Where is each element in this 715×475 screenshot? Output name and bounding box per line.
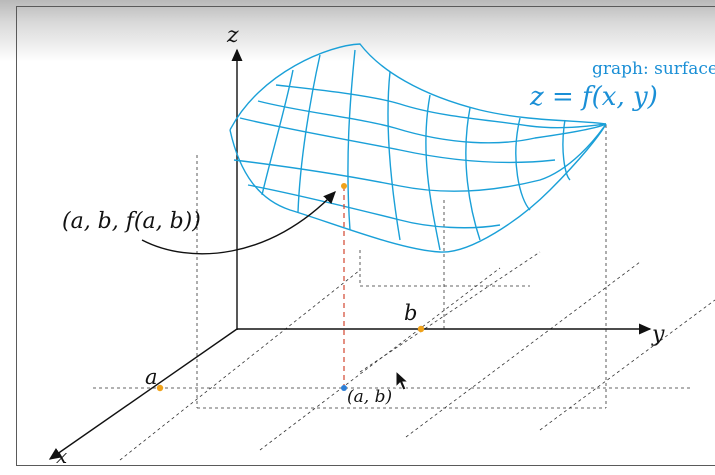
point-ab-label: (a, b) <box>347 387 392 407</box>
axes <box>48 48 652 460</box>
mouse-pointer-icon <box>395 369 410 391</box>
x-axis <box>48 328 238 460</box>
point-a-label: a <box>145 365 158 389</box>
pointer-arrow <box>141 190 336 255</box>
slide-frame <box>16 6 715 466</box>
guide-lines <box>93 125 715 461</box>
surface-point-label: (a, b, f(a, b)) <box>62 209 201 234</box>
y-axis-label: y <box>651 322 665 347</box>
point-b <box>417 325 425 333</box>
equation-label: z = f(x, y) <box>529 82 658 112</box>
surface-mesh <box>229 43 607 253</box>
x-axis-label: x <box>56 444 67 468</box>
graph-caption: graph: surface <box>592 59 715 79</box>
z-axis-label: z <box>226 23 239 48</box>
top-shade <box>0 0 715 62</box>
point-b-label: b <box>404 301 417 325</box>
point-ab <box>341 385 347 391</box>
surface-point <box>341 183 347 189</box>
point-a <box>156 384 164 392</box>
